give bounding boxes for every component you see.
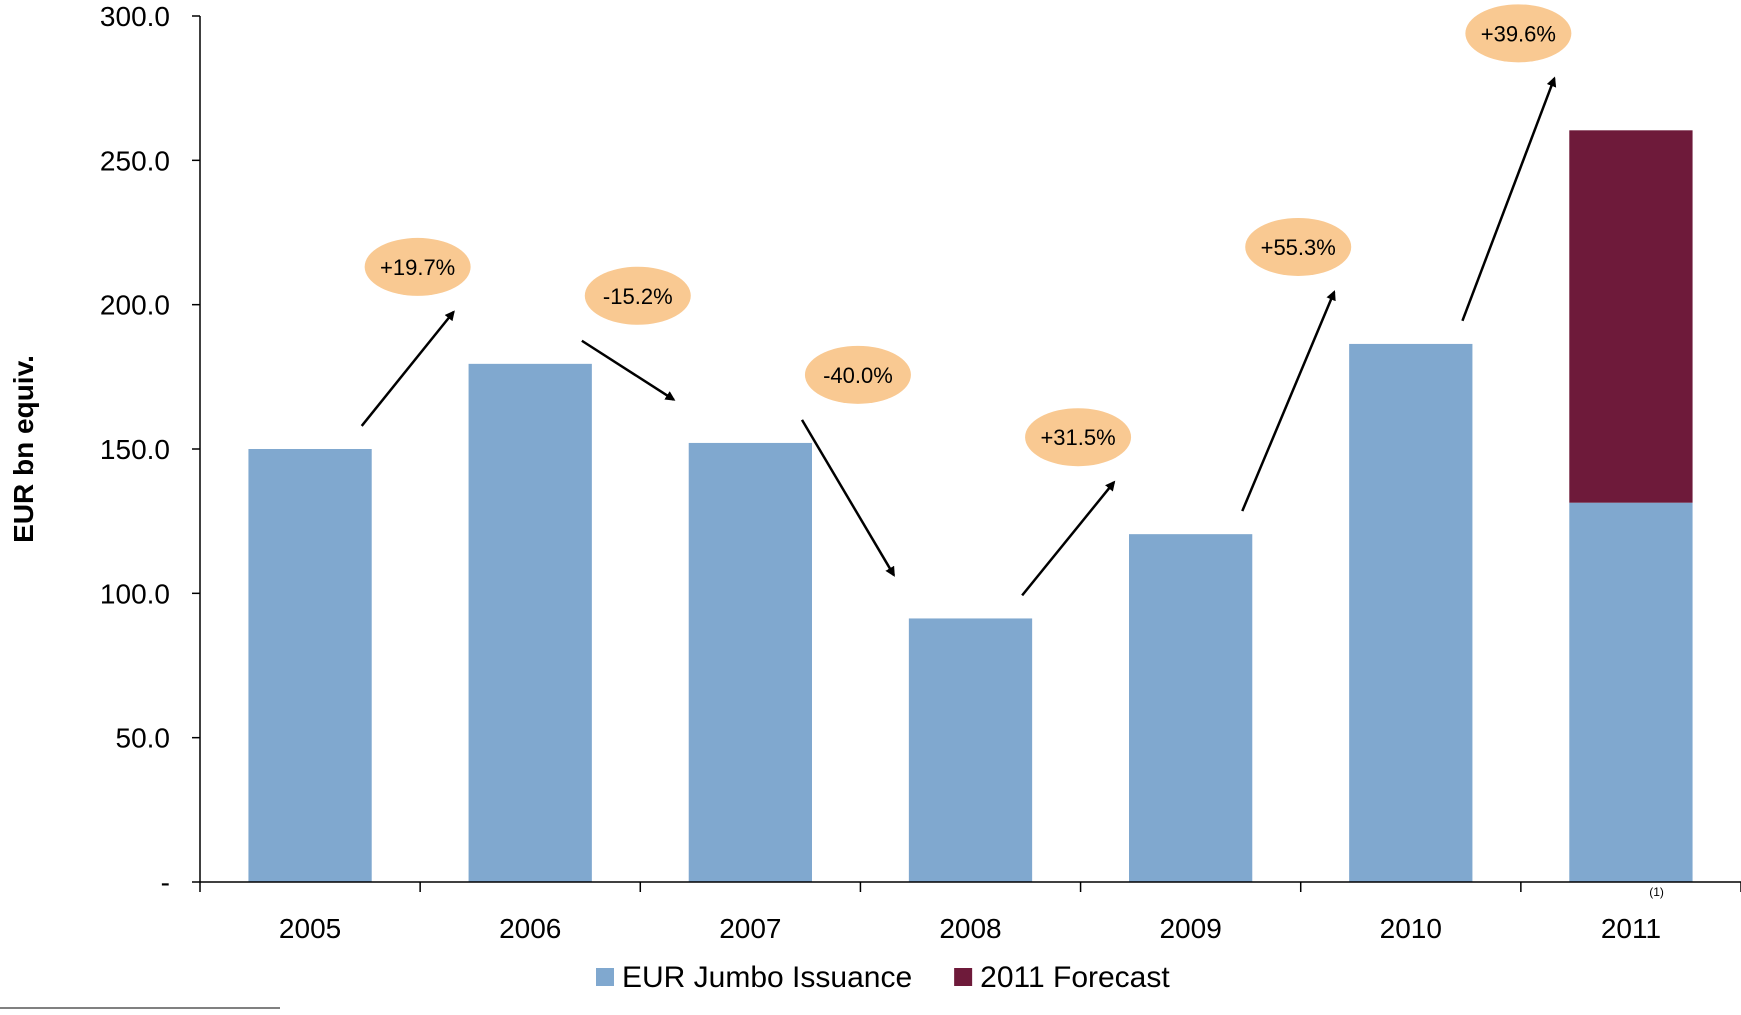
y-tick-label: 200.0 <box>100 290 170 321</box>
bar-2011-series-0 <box>1569 502 1693 882</box>
x-tick-label: 2005 <box>279 913 341 944</box>
growth-arrow <box>1021 480 1116 597</box>
bar-2011-series-1 <box>1569 130 1693 503</box>
growth-bubble <box>1025 408 1132 467</box>
bar-2008-series-0 <box>908 618 1033 882</box>
legend-swatch <box>954 968 973 986</box>
growth-arrow <box>800 419 895 577</box>
growth-bubble <box>804 345 911 404</box>
growth-bubble <box>584 266 691 325</box>
growth-arrow <box>1241 290 1336 512</box>
y-axis-label: EUR bn equiv. <box>8 355 39 543</box>
growth-label: +31.5% <box>1040 425 1115 450</box>
bar-2006-series-0 <box>468 363 592 882</box>
legend-swatch <box>596 968 614 986</box>
growth-arrow <box>581 339 676 401</box>
bars-layer <box>248 130 1693 883</box>
bar-2010-series-0 <box>1349 343 1473 883</box>
annotations-layer: +19.7% -15.2% -40.0% +31.5% +55.3% +39.6% <box>360 4 1572 597</box>
bar-2009-series-0 <box>1129 534 1253 882</box>
growth-bubble <box>1465 4 1572 63</box>
x-tick-label: 2010 <box>1380 913 1442 944</box>
growth-label: +19.7% <box>380 255 455 280</box>
growth-label: -40.0% <box>823 363 893 388</box>
bar-2005-series-0 <box>248 449 372 882</box>
y-tick-label: 100.0 <box>100 578 170 609</box>
growth-bubble <box>1245 217 1352 276</box>
growth-arrow <box>360 310 455 427</box>
x-tick-label: 2011 <box>1601 913 1661 944</box>
axes-layer: - 50.0 100.0 150.0 200.0 250.0 300.0 2005 2006 20… <box>8 1 1741 944</box>
growth-label: +55.3% <box>1261 235 1336 260</box>
growth-bubble <box>364 237 471 296</box>
legend-label: 2011 Forecast <box>980 961 1170 994</box>
y-tick-label: - <box>161 867 170 898</box>
y-tick-label: 250.0 <box>100 145 170 176</box>
x-tick-label: 2008 <box>939 913 1001 944</box>
growth-arrow <box>1461 76 1557 322</box>
x-tick-label: 2007 <box>719 913 781 944</box>
legend: EUR Jumbo Issuance 2011 Forecast <box>596 961 1170 994</box>
growth-label: -15.2% <box>603 284 673 309</box>
legend-label: EUR Jumbo Issuance <box>622 961 912 994</box>
y-tick-label: 150.0 <box>100 434 170 465</box>
footnote-marker: (1) <box>1649 885 1664 899</box>
growth-label: +39.6% <box>1481 21 1556 46</box>
bar-2007-series-0 <box>688 442 812 882</box>
x-tick-label: 2006 <box>499 913 561 944</box>
x-tick-label: 2009 <box>1159 913 1221 944</box>
y-tick-label: 50.0 <box>116 723 171 754</box>
y-tick-label: 300.0 <box>100 1 170 32</box>
